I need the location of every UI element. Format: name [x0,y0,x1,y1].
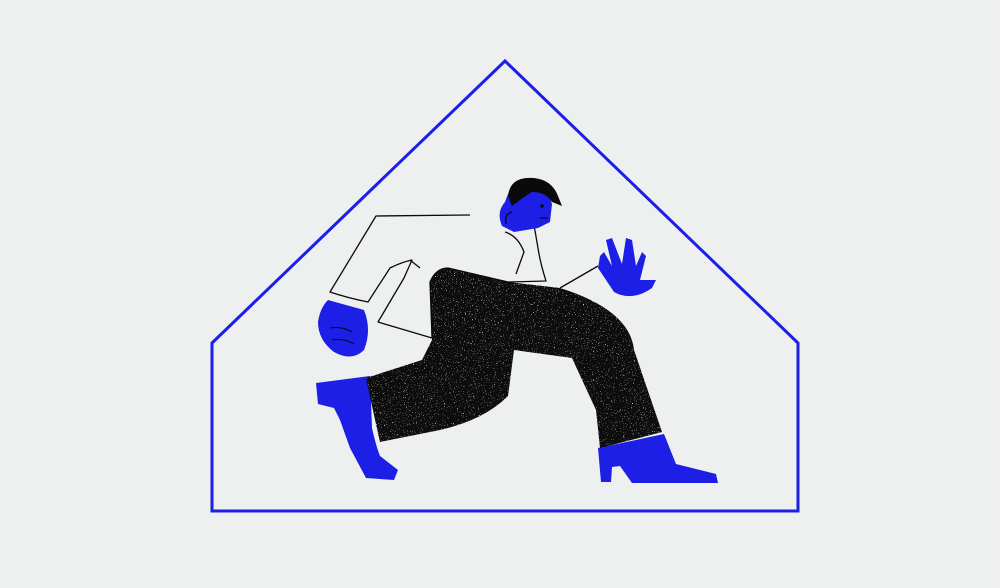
front-shoe [598,434,718,483]
shirt-sleeve-fold [409,259,421,269]
back-shoe [316,376,398,480]
eye [540,204,544,208]
house-outline-icon [210,58,800,513]
fist-knuckles [329,326,355,345]
right-forearm [559,265,599,289]
right-hand [598,238,656,297]
ear [504,211,513,225]
running-person-icon [316,177,718,483]
trousers [366,268,662,448]
hair [508,177,562,206]
shirt-collar-line [504,231,525,275]
